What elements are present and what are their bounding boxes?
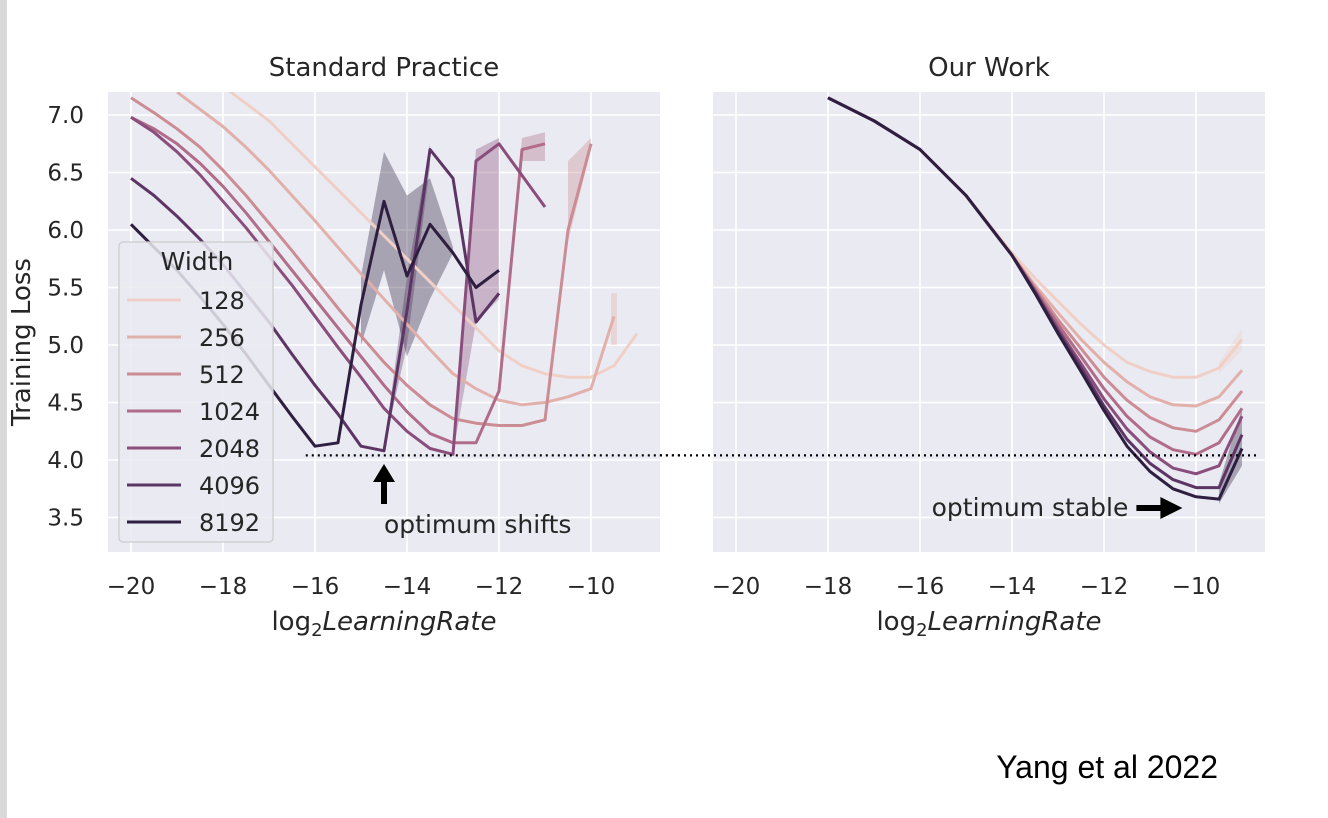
x-tick-label: −14 (988, 574, 1037, 600)
confidence-band (453, 138, 499, 455)
x-axis-label: log2LearningRate (271, 607, 496, 641)
y-tick-label: 7.0 (47, 103, 84, 129)
y-tick-label: 5.5 (47, 276, 84, 302)
legend-title: Width (161, 247, 234, 276)
y-tick-label: 3.5 (47, 506, 84, 532)
series-line-1024 (130, 115, 546, 445)
annotation-text: optimum stable (932, 493, 1129, 522)
x-tick-label: −14 (383, 574, 432, 600)
y-tick-label: 4.0 (47, 448, 84, 474)
legend-label: 8192 (199, 509, 260, 537)
legend-label: 1024 (199, 398, 260, 426)
x-tick-label: −18 (804, 574, 853, 600)
legend-label: 128 (199, 287, 245, 315)
x-tick-label: −12 (1080, 574, 1129, 600)
panel-title: Our Work (928, 53, 1050, 83)
legend-label: 2048 (199, 435, 260, 463)
credit-text: Yang et al 2022 (996, 749, 1218, 785)
series-line-2048 (130, 116, 547, 456)
y-tick-label: 5.0 (47, 333, 84, 359)
window-edge (0, 0, 7, 818)
x-tick-label: −12 (475, 574, 524, 600)
panel-title: Standard Practice (269, 53, 499, 83)
panel-backgrounds (108, 92, 1265, 552)
x-tick-label: −16 (291, 574, 340, 600)
annotations: optimum shifts optimum stable (373, 464, 1183, 539)
x-tick-label: −10 (1172, 574, 1221, 600)
x-axis-label: log2LearningRate (876, 607, 1101, 641)
series-line-8192 (827, 96, 1244, 501)
x-tick-label: −10 (567, 574, 616, 600)
x-tick-label: −18 (199, 574, 248, 600)
legend: Width 128 256 512 1024 2048 4096 8192 (118, 241, 274, 543)
arrow-up-head (373, 464, 395, 482)
series-line-4096 (130, 148, 501, 453)
series-line-256 (176, 92, 616, 407)
axis-text: −20 −18 −16 −14 −12 −10 3.5 4.0 4.5 5.0 5.5 6.0 6.5 7… (7, 53, 1220, 641)
legend-box (118, 241, 274, 543)
legend-label: 256 (199, 324, 245, 352)
series-line-128 (228, 92, 639, 379)
x-tick-label: −16 (896, 574, 945, 600)
series-line-512 (130, 96, 593, 427)
x-tick-label: −20 (712, 574, 761, 600)
annotation-text: optimum shifts (384, 510, 571, 539)
panel-background (713, 92, 1265, 552)
x-tick-label: −20 (107, 574, 156, 600)
confidence-band (499, 132, 545, 391)
legend-label: 4096 (199, 472, 260, 500)
series-lines (129, 92, 1244, 501)
y-tick-label: 4.5 (47, 391, 84, 417)
arrow-right-head (1160, 497, 1183, 519)
legend-label: 512 (199, 361, 245, 389)
y-tick-label: 6.0 (47, 218, 84, 244)
y-axis-label: Training Loss (7, 258, 37, 427)
y-tick-label: 6.5 (47, 161, 84, 187)
